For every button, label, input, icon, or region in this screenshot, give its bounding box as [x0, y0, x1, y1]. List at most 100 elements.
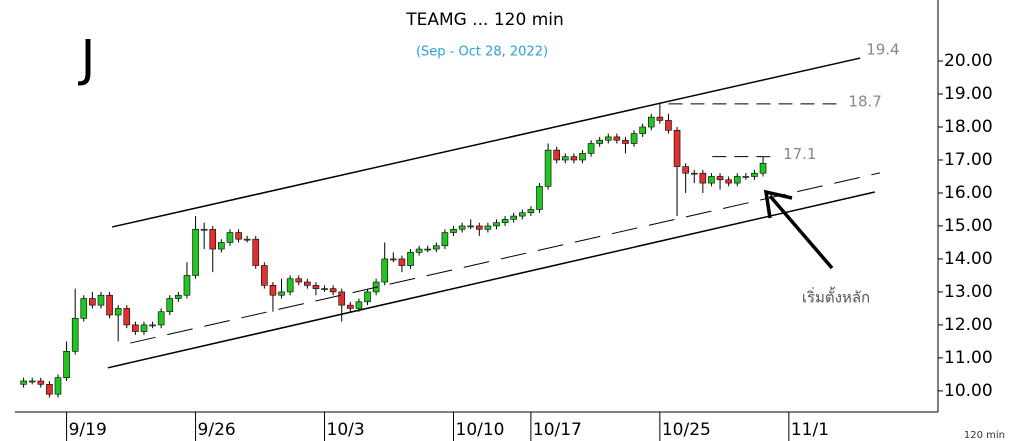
candle-body: [286, 278, 294, 293]
trend-line: [130, 172, 881, 344]
candle-body: [553, 149, 560, 161]
y-tick-label: 17.00: [944, 150, 993, 170]
candle-body: [682, 166, 689, 174]
candle-body: [226, 232, 234, 243]
annotation: เริ่มตั้งหลัก: [802, 287, 870, 307]
y-tick-label: 11.00: [944, 348, 993, 368]
candle-body: [725, 179, 732, 184]
candle-body: [46, 383, 53, 395]
candle-body: [527, 209, 535, 214]
candle-body: [587, 143, 595, 154]
candle-body: [243, 238, 251, 241]
y-tick-label: 19.00: [944, 84, 993, 104]
candle-body: [106, 294, 113, 316]
candle-body: [604, 136, 612, 141]
candle-body: [200, 228, 208, 231]
candle-body: [751, 172, 758, 177]
candle-body: [622, 139, 629, 144]
x-tick-label: 10/3: [327, 420, 365, 440]
x-tick-label: 10/25: [662, 420, 711, 440]
candle-body: [467, 225, 475, 228]
x-tick-label: 9/26: [198, 420, 236, 440]
y-tick-label: 16.00: [944, 183, 993, 203]
candle-body: [639, 126, 646, 134]
candle-body: [252, 238, 260, 266]
candle-body: [97, 294, 105, 306]
candle-body: [518, 212, 526, 217]
x-tick-label: 10/17: [533, 420, 582, 440]
logo: J: [78, 30, 96, 88]
candle-body: [20, 380, 27, 385]
candle-body: [149, 324, 156, 327]
candle-body: [364, 291, 371, 303]
candle-body: [407, 252, 414, 266]
candle-body: [63, 351, 70, 378]
y-tick-label: 14.00: [944, 249, 993, 269]
candle-body: [218, 242, 225, 250]
candle-body: [450, 228, 457, 233]
candle-body: [570, 156, 578, 161]
candle-body: [80, 298, 88, 319]
candle-body: [166, 298, 174, 313]
candle-body: [665, 120, 672, 131]
candle-body: [329, 288, 337, 293]
candle-body: [278, 291, 285, 296]
y-tick-label: 15.00: [944, 216, 993, 236]
candle-body: [304, 281, 311, 286]
candle-body: [54, 377, 62, 395]
candle-body: [759, 162, 767, 174]
candle-body: [347, 304, 354, 309]
candle-body: [312, 285, 320, 289]
candle-body: [209, 228, 217, 250]
candle-body: [742, 176, 750, 178]
arrow: [763, 189, 834, 270]
candle-body: [123, 308, 131, 326]
candle-body: [71, 318, 79, 352]
candle-body: [321, 288, 328, 290]
trend-line: [111, 57, 861, 228]
candle-body: [355, 301, 363, 309]
candle-body: [338, 291, 346, 306]
candle-body: [579, 153, 586, 161]
candle-body: [536, 186, 543, 210]
candle-body: [295, 278, 303, 283]
candle-body: [690, 172, 698, 175]
candle-body: [261, 265, 268, 286]
candle-body: [89, 298, 96, 306]
candle-body: [381, 258, 389, 283]
candle-body: [398, 258, 406, 266]
y-tick-label: 10.00: [944, 381, 993, 401]
candle-body: [458, 225, 466, 230]
y-tick-label: 20.00: [944, 51, 993, 71]
candle-body: [157, 311, 165, 326]
candle-body: [708, 176, 715, 184]
candle-body: [175, 294, 182, 299]
candle-body: [140, 324, 148, 332]
candle-body: [561, 156, 569, 161]
timeframe: 120 min: [964, 430, 1005, 441]
y-tick-label: 13.00: [944, 282, 993, 302]
candle-body: [544, 149, 552, 187]
candle-body: [37, 380, 45, 385]
candle-body: [424, 248, 432, 251]
candle-body: [269, 285, 277, 296]
y-tick-label: 12.00: [944, 315, 993, 335]
candle-body: [673, 129, 681, 167]
candle-body: [647, 116, 655, 128]
candle-body: [235, 232, 242, 240]
candle-body: [475, 225, 483, 230]
candle-body: [114, 308, 122, 316]
candle-body: [733, 176, 741, 184]
chart-title: TEAMG ... 120 min: [405, 10, 564, 30]
x-tick-label: 11/1: [791, 420, 829, 440]
candle-body: [630, 133, 638, 144]
candle-body: [484, 225, 492, 230]
candle-body: [613, 136, 621, 141]
candle-body: [596, 139, 603, 144]
candle-body: [390, 258, 397, 261]
candle-body: [28, 380, 36, 383]
candle-body: [510, 215, 517, 220]
level-label: 18.7: [848, 92, 881, 110]
line-label: 19.4: [866, 41, 899, 59]
